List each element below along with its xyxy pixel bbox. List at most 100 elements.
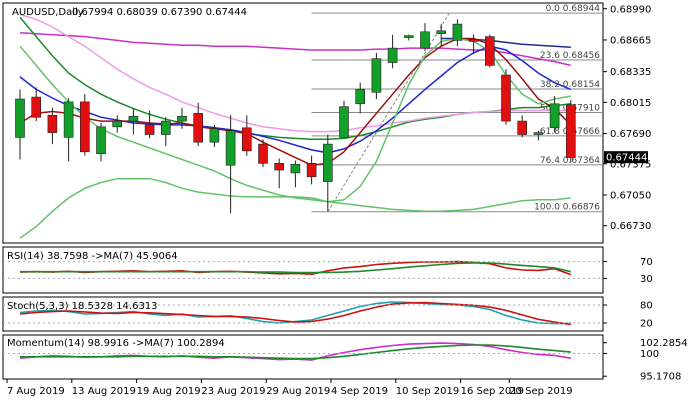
candle-body — [80, 101, 90, 153]
price-tick-label: 0.67375 — [610, 159, 651, 170]
candle-body — [47, 115, 58, 133]
stochastic-panel-frame — [2, 296, 604, 332]
rsi-lines — [3, 260, 603, 279]
stochastic-axis: 80 20 — [603, 301, 653, 330]
price-tick-label: 0.68335 — [610, 67, 651, 78]
moving-average-line — [19, 177, 571, 239]
rsi-line — [20, 262, 571, 274]
current-price-label: 0.67444 — [606, 153, 647, 164]
candle-body — [468, 39, 479, 42]
time-tick-label: 13 Aug 2019 — [72, 386, 136, 397]
time-tick-label: 4 Sep 2019 — [331, 386, 388, 397]
stochastic-tick-label: 80 — [640, 301, 653, 312]
candle-body — [258, 143, 268, 164]
rsi-label: RSI(14) 38.7598 ->MA(7) 45.9064 — [7, 251, 178, 262]
time-tick-label: 23 Aug 2019 — [201, 386, 265, 397]
candle-body — [371, 58, 382, 93]
momentum-tick-label: 102.2854 — [640, 338, 688, 349]
fibonacci-label: 38.2 0.68154 — [540, 80, 600, 90]
momentum-lines — [3, 342, 603, 361]
stochastic-lines — [3, 301, 603, 326]
candle-body — [355, 89, 366, 105]
time-tick-label: 20 Sep 2019 — [509, 386, 572, 397]
price-axis: 0.68990 0.68665 0.68335 0.68015 0.67690 0.673… — [603, 4, 651, 232]
candle-body — [144, 124, 155, 135]
candle-body — [96, 126, 106, 155]
time-axis: 7 Aug 2019 13 Aug 2019 19 Aug 2019 23 Aug 2… — [6, 379, 573, 397]
price-tick-label: 0.68015 — [610, 98, 651, 109]
momentum-label: Momentum(14) 98.9916 ->MA(7) 100.2894 — [7, 338, 225, 349]
candle-body — [112, 120, 122, 128]
time-tick-label: 29 Aug 2019 — [266, 386, 330, 397]
candle-body — [436, 30, 447, 35]
price-panel-frame — [2, 2, 604, 244]
candle-body — [209, 128, 220, 143]
candle-body — [533, 132, 544, 135]
candle-body — [484, 36, 495, 66]
stochastic-label: Stoch(5,3,3) 18.5328 14.6313 — [7, 301, 158, 312]
current-price-marker: 0.67444 — [604, 151, 648, 164]
candle-body — [339, 106, 349, 138]
candle-body — [161, 120, 171, 135]
candle-body — [322, 143, 333, 182]
rsi-panel-frame — [2, 246, 604, 294]
candle-body — [177, 115, 187, 122]
momentum-line — [20, 344, 571, 360]
price-tick-label: 0.67690 — [610, 129, 651, 140]
candle-body — [420, 31, 430, 49]
time-tick-label: 16 Sep 2019 — [461, 386, 524, 397]
stochastic-tick-label: 20 — [640, 319, 653, 330]
candle-body — [387, 47, 398, 63]
ohlc-readout: 0.67994 0.68039 0.67390 0.67444 — [72, 7, 247, 18]
momentum-panel-frame — [2, 334, 604, 380]
fibonacci-label: 76.4 0.67364 — [540, 156, 600, 166]
rsi-axis: 70 30 — [603, 257, 653, 285]
candle-body — [290, 163, 301, 174]
candle-body — [517, 120, 528, 135]
candle-body — [274, 163, 285, 171]
moving-average-line — [19, 37, 571, 203]
stochastic-panel: Stoch(5,3,3) 18.5328 14.6313 — [2, 296, 604, 332]
momentum-panel: Momentum(14) 98.9916 ->MA(7) 100.2894 — [2, 334, 604, 380]
time-tick-label: 19 Aug 2019 — [137, 386, 201, 397]
moving-averages — [19, 13, 572, 239]
stochastic-line — [19, 301, 571, 326]
candle-body — [452, 23, 463, 41]
current-price-box — [604, 151, 648, 164]
rsi-panel: RSI(14) 38.7598 ->MA(7) 45.9064 — [2, 246, 604, 294]
moving-average-line — [19, 45, 572, 154]
symbol-title: AUDUSD,Daily — [12, 7, 84, 18]
moving-average-line — [19, 37, 572, 166]
candle-body — [193, 113, 203, 143]
candle-body — [403, 35, 414, 38]
fibonacci-label: 23.6 0.68456 — [540, 51, 600, 61]
candle-body — [549, 103, 560, 129]
candle-body — [306, 163, 317, 178]
candle-body — [31, 96, 42, 118]
candlesticks — [15, 19, 576, 214]
candle-body — [565, 104, 576, 158]
price-tick-label: 0.67050 — [610, 191, 651, 202]
rsi-tick-label: 70 — [640, 257, 653, 268]
candle-body — [63, 101, 74, 138]
fibonacci-label: 0.0 0.68944 — [546, 4, 601, 14]
moving-average-line — [19, 13, 571, 133]
rsi-tick-label: 30 — [640, 274, 653, 285]
candle-body — [242, 127, 252, 152]
candle-body — [225, 130, 236, 166]
candle-body — [501, 74, 511, 122]
candle-body — [15, 98, 25, 138]
momentum-tick-label: 95.1708 — [640, 372, 681, 383]
price-tick-label: 0.66730 — [610, 221, 651, 232]
momentum-tick-label: 100 — [640, 349, 659, 360]
time-tick-label: 7 Aug 2019 — [7, 386, 65, 397]
price-tick-label: 0.68665 — [610, 35, 651, 46]
candle-body — [128, 115, 139, 122]
price-tick-label: 0.68990 — [610, 4, 651, 15]
time-tick-label: 10 Sep 2019 — [396, 386, 459, 397]
fibonacci-label: 100.0 0.66876 — [534, 203, 600, 213]
